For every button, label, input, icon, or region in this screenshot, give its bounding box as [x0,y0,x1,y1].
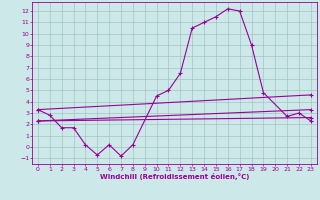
X-axis label: Windchill (Refroidissement éolien,°C): Windchill (Refroidissement éolien,°C) [100,173,249,180]
